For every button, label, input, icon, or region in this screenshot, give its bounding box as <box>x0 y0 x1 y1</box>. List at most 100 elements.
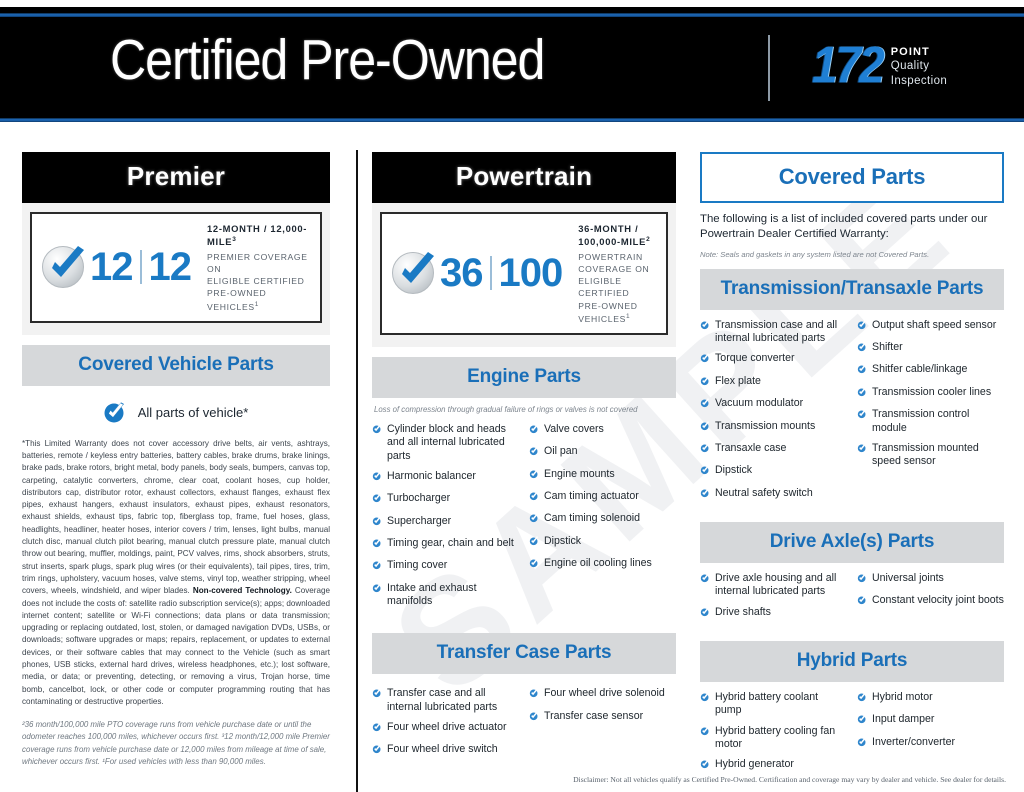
list-item-label: Engine oil cooling lines <box>544 556 652 569</box>
list-item: Shitfer cable/linkage <box>857 363 1004 378</box>
powertrain-term-months: 36 <box>440 251 483 296</box>
check-bullet-icon <box>372 687 382 714</box>
engine-parts-caption: Loss of compression through gradual fail… <box>374 404 638 414</box>
list-item: Drive axle housing and all internal lubr… <box>700 572 847 599</box>
list-item: Neutral safety switch <box>700 487 847 502</box>
premier-sub-line3: PRE-OWNED VEHICLES <box>207 288 267 312</box>
list-item: Hybrid battery cooling fan motor <box>700 725 847 752</box>
premier-term-miles: 12 <box>148 245 192 290</box>
drive-axle-parts-heading: Drive Axle(s) Parts <box>700 521 1004 563</box>
engine-parts-col-2: Valve covers Oil pan Engine mounts Cam timi… <box>529 423 676 615</box>
list-item-label: Four wheel drive solenoid <box>544 687 665 700</box>
list-item-label: Hybrid generator <box>715 758 794 771</box>
list-item-label: Transaxle case <box>715 441 787 454</box>
check-bullet-icon <box>700 352 710 367</box>
hybrid-parts-list: Hybrid battery coolant pump Hybrid batter… <box>700 691 1004 781</box>
header-divider <box>768 35 770 101</box>
badge-quality-label: Quality <box>890 60 930 73</box>
check-bullet-icon <box>700 420 710 435</box>
checkmark-medallion-icon <box>42 246 84 289</box>
list-item: Transfer case and all internal lubricate… <box>372 687 519 714</box>
list-item-label: Turbocharger <box>387 492 451 505</box>
badge-point-label: POINT <box>890 46 930 58</box>
transmission-parts-list: Transmission case and all internal lubri… <box>700 319 1004 509</box>
transmission-col-1: Transmission case and all internal lubri… <box>700 319 847 509</box>
check-bullet-icon <box>857 408 867 435</box>
list-item-label: Transmission control module <box>872 408 970 434</box>
list-item-label: Transfer case and all internal lubricate… <box>387 687 498 713</box>
page-disclaimer: Disclaimer: Not all vehicles qualify as … <box>573 775 1006 784</box>
list-item-label: Constant velocity joint boots <box>872 594 1004 607</box>
powertrain-term-numbers: 36 100 <box>440 251 563 296</box>
check-bullet-icon <box>372 721 382 736</box>
list-item: Supercharger <box>372 515 519 530</box>
list-item: Transaxle case <box>700 442 847 457</box>
powertrain-sub-line3: PRE-OWNED VEHICLES <box>578 300 638 324</box>
transfer-case-col-2: Four wheel drive solenoid Transfer case s… <box>529 687 676 765</box>
check-bullet-icon <box>700 397 710 412</box>
badge-number: 172 <box>812 35 885 94</box>
powertrain-term-copy: 36-MONTH / 100,000-MILE2 POWERTRAIN COVE… <box>578 222 656 325</box>
list-item-label: Oil pan <box>544 445 578 458</box>
list-item: Transmission control module <box>857 408 1004 435</box>
powertrain-headline-sup: 2 <box>646 236 651 244</box>
premier-sub-line1: PREMIER COVERAGE ON <box>207 251 308 275</box>
covered-parts-column: Covered Parts The following is a list of… <box>700 152 1004 781</box>
list-item-label: Timing gear, chain and belt <box>387 536 514 549</box>
list-item: Output shaft speed sensor <box>857 319 1004 334</box>
hybrid-col-2: Hybrid motor Input damper Inverter/convert… <box>857 691 1004 781</box>
premier-column: Premier 12 12 12-MONTH / <box>22 152 330 768</box>
check-bullet-icon <box>372 559 382 574</box>
list-item-label: Cylinder block and heads and all interna… <box>387 422 506 462</box>
list-item: Transfer case sensor <box>529 710 676 725</box>
check-bullet-icon <box>372 582 382 609</box>
check-bullet-icon <box>529 710 539 725</box>
page-header: Certified Pre-Owned 172 POINT Quality In… <box>0 0 1024 122</box>
check-bullet-icon <box>700 572 710 599</box>
list-item: Universal joints <box>857 572 1004 587</box>
list-item: Oil pan <box>529 445 676 460</box>
covered-parts-heading: Covered Parts <box>700 152 1004 203</box>
list-item-label: Hybrid battery cooling fan motor <box>715 724 836 750</box>
list-item: Turbocharger <box>372 492 519 507</box>
engine-parts-col-1: Cylinder block and heads and all interna… <box>372 423 519 615</box>
check-bullet-icon <box>700 442 710 457</box>
list-item: Engine mounts <box>529 468 676 483</box>
list-item-label: Output shaft speed sensor <box>872 318 997 331</box>
check-bullet-icon <box>857 363 867 378</box>
header-rule-bottom <box>0 118 1024 122</box>
list-item-label: Torque converter <box>715 352 795 365</box>
covered-parts-note: Note: Seals and gaskets in any system li… <box>700 249 930 259</box>
drive-axle-col-1: Drive axle housing and all internal lubr… <box>700 572 847 628</box>
list-item: Transmission mounts <box>700 420 847 435</box>
hybrid-col-1: Hybrid battery coolant pump Hybrid batter… <box>700 691 847 781</box>
check-bullet-icon <box>529 490 539 505</box>
premier-legal-paragraph: *This Limited Warranty does not cover ac… <box>22 438 330 709</box>
powertrain-banner: Powertrain <box>372 152 676 203</box>
list-item-label: Hybrid battery coolant pump <box>715 690 819 717</box>
list-item: Transmission mounted speed sensor <box>857 442 1004 469</box>
check-bullet-icon <box>529 512 539 527</box>
list-item: Dipstick <box>700 464 847 479</box>
list-item: Flex plate <box>700 375 847 390</box>
list-item: Cam timing actuator <box>529 490 676 505</box>
check-bullet-icon <box>857 442 867 469</box>
list-item-label: Cam timing actuator <box>544 489 639 502</box>
check-bullet-icon <box>857 319 867 334</box>
list-item-label: Four wheel drive actuator <box>387 721 507 734</box>
list-item: Vacuum modulator <box>700 397 847 412</box>
list-item-label: Flex plate <box>715 374 761 387</box>
list-item-label: Inverter/converter <box>872 735 956 748</box>
list-item-label: Dipstick <box>715 464 753 477</box>
check-bullet-icon <box>857 691 867 706</box>
check-bullet-icon <box>529 423 539 438</box>
premier-term-headline: 12-MONTH / 12,000-MILE <box>207 223 308 248</box>
list-item-label: Neutral safety switch <box>715 486 813 499</box>
list-item: Constant velocity joint boots <box>857 594 1004 609</box>
check-bullet-icon <box>700 464 710 479</box>
covered-vehicle-parts-heading: Covered Vehicle Parts <box>22 344 330 386</box>
term-separator <box>489 256 492 291</box>
hybrid-parts-heading: Hybrid Parts <box>700 640 1004 682</box>
all-parts-label: All parts of vehicle* <box>137 405 249 421</box>
premier-banner: Premier <box>22 152 330 203</box>
